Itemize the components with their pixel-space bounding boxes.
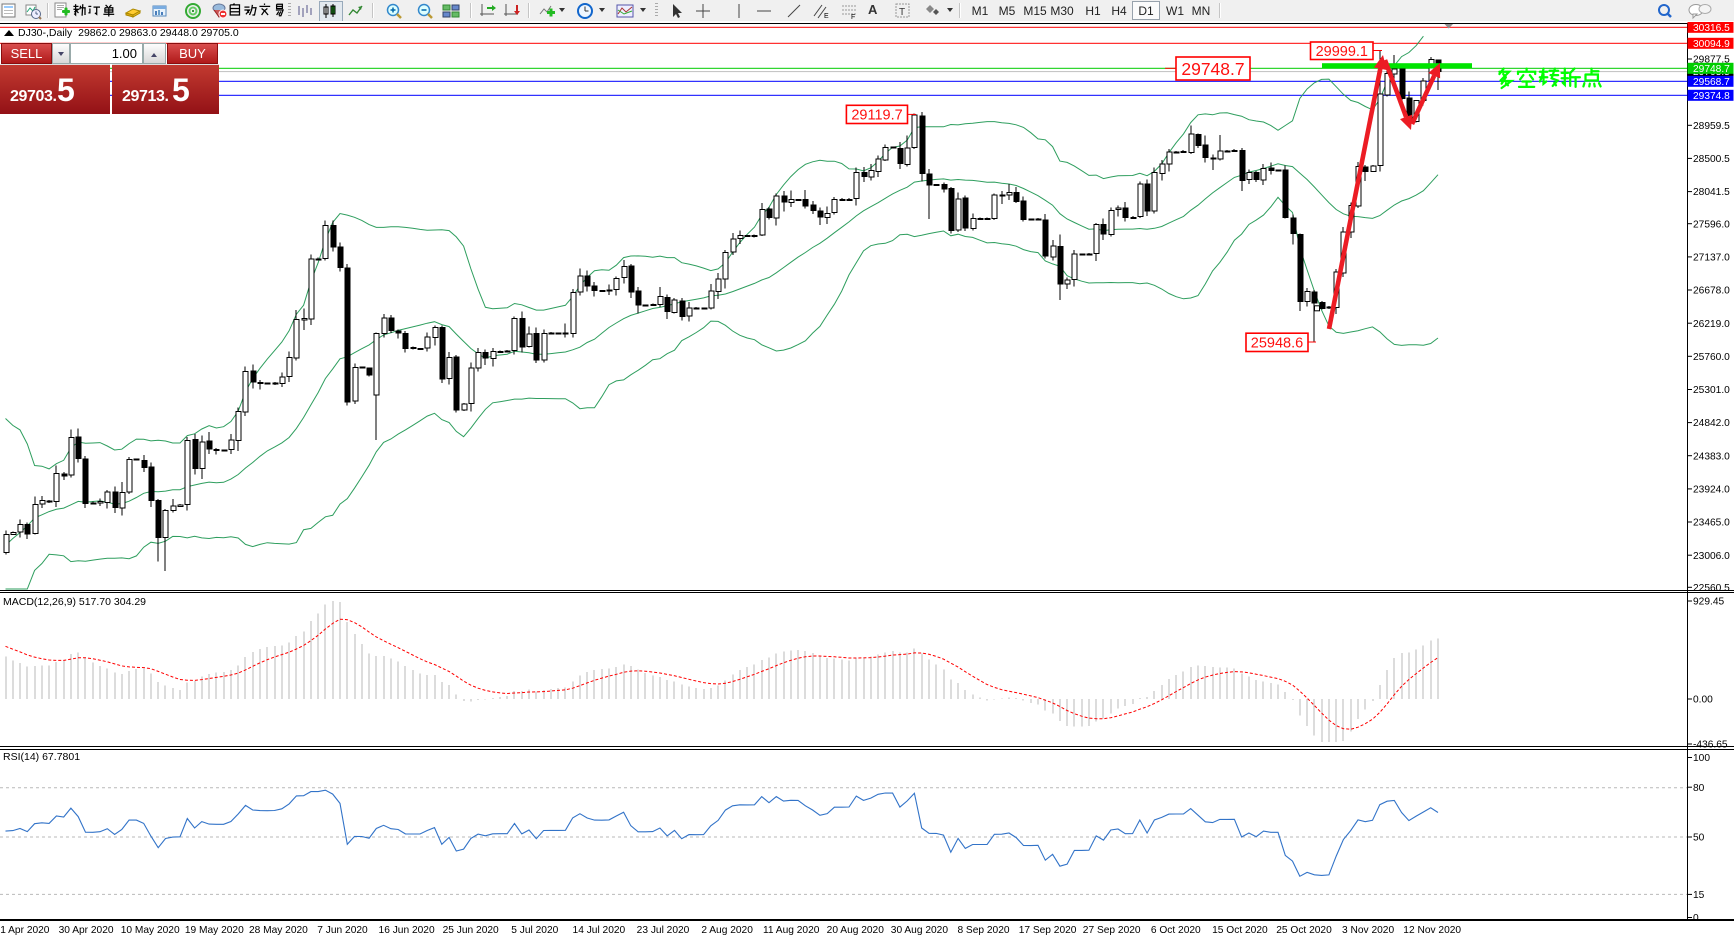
svg-text:28959.5: 28959.5 — [1693, 121, 1730, 132]
svg-text:27137.0: 27137.0 — [1693, 253, 1730, 264]
svg-text:24842.0: 24842.0 — [1693, 418, 1730, 429]
svg-text:3 Nov 2020: 3 Nov 2020 — [1342, 925, 1394, 936]
svg-text:80: 80 — [1693, 783, 1705, 794]
svg-text:15: 15 — [1693, 890, 1705, 901]
svg-text:25 Oct 2020: 25 Oct 2020 — [1276, 925, 1332, 936]
svg-text:2 Aug 2020: 2 Aug 2020 — [701, 925, 753, 936]
svg-text:8 Sep 2020: 8 Sep 2020 — [957, 925, 1009, 936]
svg-text:22560.5: 22560.5 — [1693, 583, 1730, 594]
svg-text:5 Jul 2020: 5 Jul 2020 — [511, 925, 558, 936]
svg-text:29748.7: 29748.7 — [1693, 64, 1730, 75]
svg-text:28 May 2020: 28 May 2020 — [249, 925, 308, 936]
svg-text:T: T — [899, 7, 905, 18]
svg-text:0.00: 0.00 — [1693, 695, 1713, 706]
svg-text:100: 100 — [1693, 753, 1710, 764]
svg-text:23924.0: 23924.0 — [1693, 485, 1730, 496]
svg-text:25948.6: 25948.6 — [1251, 336, 1303, 352]
svg-text:28500.5: 28500.5 — [1693, 154, 1730, 165]
svg-text:25 Jun 2020: 25 Jun 2020 — [443, 925, 499, 936]
svg-text:11 Aug 2020: 11 Aug 2020 — [763, 925, 820, 936]
svg-text:7 Jun 2020: 7 Jun 2020 — [317, 925, 368, 936]
svg-text:929.45: 929.45 — [1693, 597, 1724, 608]
svg-text:25301.0: 25301.0 — [1693, 385, 1730, 396]
svg-text:23006.0: 23006.0 — [1693, 551, 1730, 562]
svg-text:14 Jul 2020: 14 Jul 2020 — [573, 925, 626, 936]
svg-text:12 Nov 2020: 12 Nov 2020 — [1403, 925, 1461, 936]
svg-text:6 Oct 2020: 6 Oct 2020 — [1151, 925, 1201, 936]
svg-text:30316.5: 30316.5 — [1693, 23, 1730, 34]
svg-text:10 May 2020: 10 May 2020 — [121, 925, 180, 936]
svg-text:30 Aug 2020: 30 Aug 2020 — [891, 925, 949, 936]
svg-text:29877.5: 29877.5 — [1693, 55, 1730, 66]
svg-text:30 Apr 2020: 30 Apr 2020 — [59, 925, 114, 936]
svg-text:29748.7: 29748.7 — [1181, 59, 1244, 79]
svg-text:28041.5: 28041.5 — [1693, 187, 1730, 198]
svg-text:19 May 2020: 19 May 2020 — [185, 925, 244, 936]
svg-text:29119.7: 29119.7 — [851, 108, 902, 124]
svg-text:16 Jun 2020: 16 Jun 2020 — [379, 925, 435, 936]
svg-text:15 Oct 2020: 15 Oct 2020 — [1212, 925, 1268, 936]
svg-text:E: E — [824, 13, 829, 20]
svg-text:29374.8: 29374.8 — [1693, 91, 1730, 102]
svg-text:F: F — [851, 14, 855, 20]
svg-text:23465.0: 23465.0 — [1693, 518, 1730, 529]
svg-text:27 Sep 2020: 27 Sep 2020 — [1083, 925, 1141, 936]
svg-text:29568.7: 29568.7 — [1693, 77, 1730, 88]
svg-text:-436.65: -436.65 — [1693, 740, 1728, 751]
svg-text:0: 0 — [1693, 913, 1699, 924]
svg-text:21 Apr 2020: 21 Apr 2020 — [0, 925, 50, 936]
svg-text:24383.0: 24383.0 — [1693, 451, 1730, 462]
svg-text:30094.9: 30094.9 — [1693, 39, 1730, 50]
svg-text:RSI(14) 67.7801: RSI(14) 67.7801 — [3, 751, 80, 763]
svg-text:26678.0: 26678.0 — [1693, 286, 1730, 297]
svg-text:27596.0: 27596.0 — [1693, 219, 1730, 230]
svg-text:20 Aug 2020: 20 Aug 2020 — [827, 925, 885, 936]
svg-text:MACD(12,26,9) 517.70 304.29: MACD(12,26,9) 517.70 304.29 — [3, 596, 146, 608]
svg-text:23 Jul 2020: 23 Jul 2020 — [637, 925, 690, 936]
svg-text:17 Sep 2020: 17 Sep 2020 — [1019, 925, 1077, 936]
svg-text:50: 50 — [1693, 833, 1705, 844]
svg-text:26219.0: 26219.0 — [1693, 319, 1730, 330]
svg-text:25760.0: 25760.0 — [1693, 352, 1730, 363]
svg-text:29999.1: 29999.1 — [1316, 44, 1368, 60]
svg-text:DJ30-,Daily 29862.0 29863.0 2: DJ30-,Daily 29862.0 29863.0 29448.0 2970… — [18, 27, 239, 39]
